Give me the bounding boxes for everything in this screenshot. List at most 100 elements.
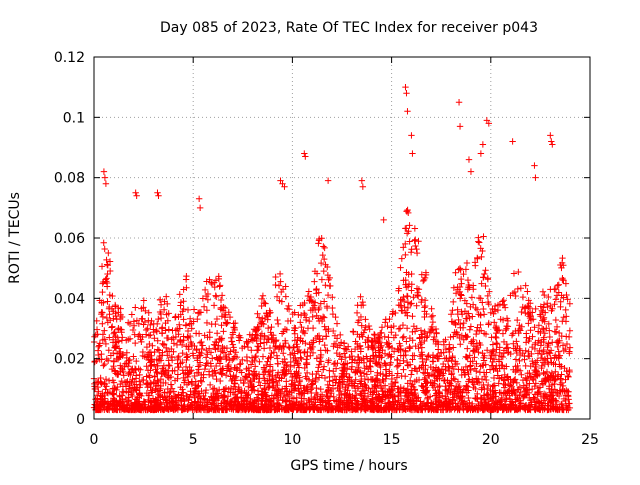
data-point [251, 398, 258, 405]
data-point [309, 313, 316, 321]
data-point [504, 373, 511, 380]
data-point [326, 393, 334, 400]
data-point [445, 385, 452, 393]
data-point [539, 288, 547, 295]
data-point [525, 297, 532, 304]
data-point-peak [100, 168, 108, 175]
data-point [478, 402, 485, 409]
data-point [562, 306, 569, 314]
data-point [466, 326, 473, 333]
data-point [145, 332, 153, 339]
data-point [554, 282, 561, 289]
data-point [403, 358, 411, 366]
data-point [239, 356, 246, 364]
data-point [135, 332, 142, 340]
data-point [373, 360, 380, 367]
data-point [421, 374, 429, 382]
data-point [315, 361, 323, 368]
data-point [475, 234, 482, 241]
data-point [487, 309, 494, 316]
data-point [326, 405, 333, 413]
data-point [106, 334, 113, 341]
data-point [275, 396, 282, 404]
data-point [322, 346, 329, 354]
data-point [452, 269, 459, 276]
data-point [315, 332, 323, 339]
data-point [128, 379, 135, 387]
data-point [324, 291, 332, 299]
data-point [332, 313, 339, 321]
data-point [470, 282, 477, 289]
data-point [186, 332, 194, 340]
data-point [151, 361, 158, 368]
data-point [407, 389, 414, 396]
data-point [123, 360, 130, 367]
data-point [478, 384, 486, 391]
data-point [468, 400, 476, 408]
data-point [440, 377, 448, 384]
data-point [558, 259, 566, 267]
data-point [208, 280, 216, 288]
data-point [291, 381, 299, 389]
data-point [387, 392, 394, 399]
data-point [480, 233, 487, 240]
data-point [325, 357, 332, 364]
data-point [229, 389, 237, 396]
data-point [383, 372, 390, 379]
data-point [209, 385, 217, 393]
data-point [251, 387, 258, 394]
data-point [303, 359, 310, 367]
data-point [493, 398, 501, 406]
data-point [321, 341, 328, 349]
data-point [95, 403, 102, 410]
data-point [303, 369, 311, 377]
data-point [310, 337, 317, 344]
data-point [540, 346, 547, 354]
data-point [548, 359, 555, 366]
x-tick-label: 15 [383, 432, 401, 448]
data-point [469, 301, 477, 308]
data-point [503, 396, 510, 403]
data-point [353, 309, 361, 317]
data-point [306, 317, 313, 325]
data-point [493, 339, 500, 347]
data-point [532, 359, 539, 366]
data-point [206, 333, 213, 341]
data-point [553, 405, 560, 412]
data-point [545, 385, 553, 392]
data-point [315, 306, 322, 313]
x-tick-label: 5 [189, 432, 198, 448]
data-point [219, 406, 226, 414]
data-point [527, 327, 534, 334]
data-point [266, 361, 274, 368]
data-point [164, 352, 171, 359]
data-point [400, 297, 408, 305]
data-point [513, 366, 520, 374]
y-tick-label: 0.1 [63, 110, 85, 126]
data-point [484, 292, 491, 300]
data-point [411, 237, 418, 244]
data-point [220, 303, 227, 311]
data-point [297, 349, 304, 356]
data-point [140, 297, 147, 304]
data-point [516, 383, 524, 391]
data-point [273, 390, 281, 398]
data-point [330, 393, 337, 401]
data-point [380, 377, 387, 385]
data-point [507, 398, 515, 405]
data-point [208, 320, 215, 328]
data-point [357, 348, 364, 355]
data-point [385, 340, 393, 347]
data-point [125, 370, 132, 377]
data-point [510, 340, 517, 347]
data-point [325, 325, 332, 333]
data-point [454, 405, 461, 413]
data-point [243, 374, 250, 381]
data-point-peak [380, 216, 387, 224]
data-point [242, 406, 250, 414]
data-point [410, 294, 417, 301]
data-point [507, 350, 514, 358]
data-point [317, 259, 325, 267]
data-point [151, 372, 158, 380]
